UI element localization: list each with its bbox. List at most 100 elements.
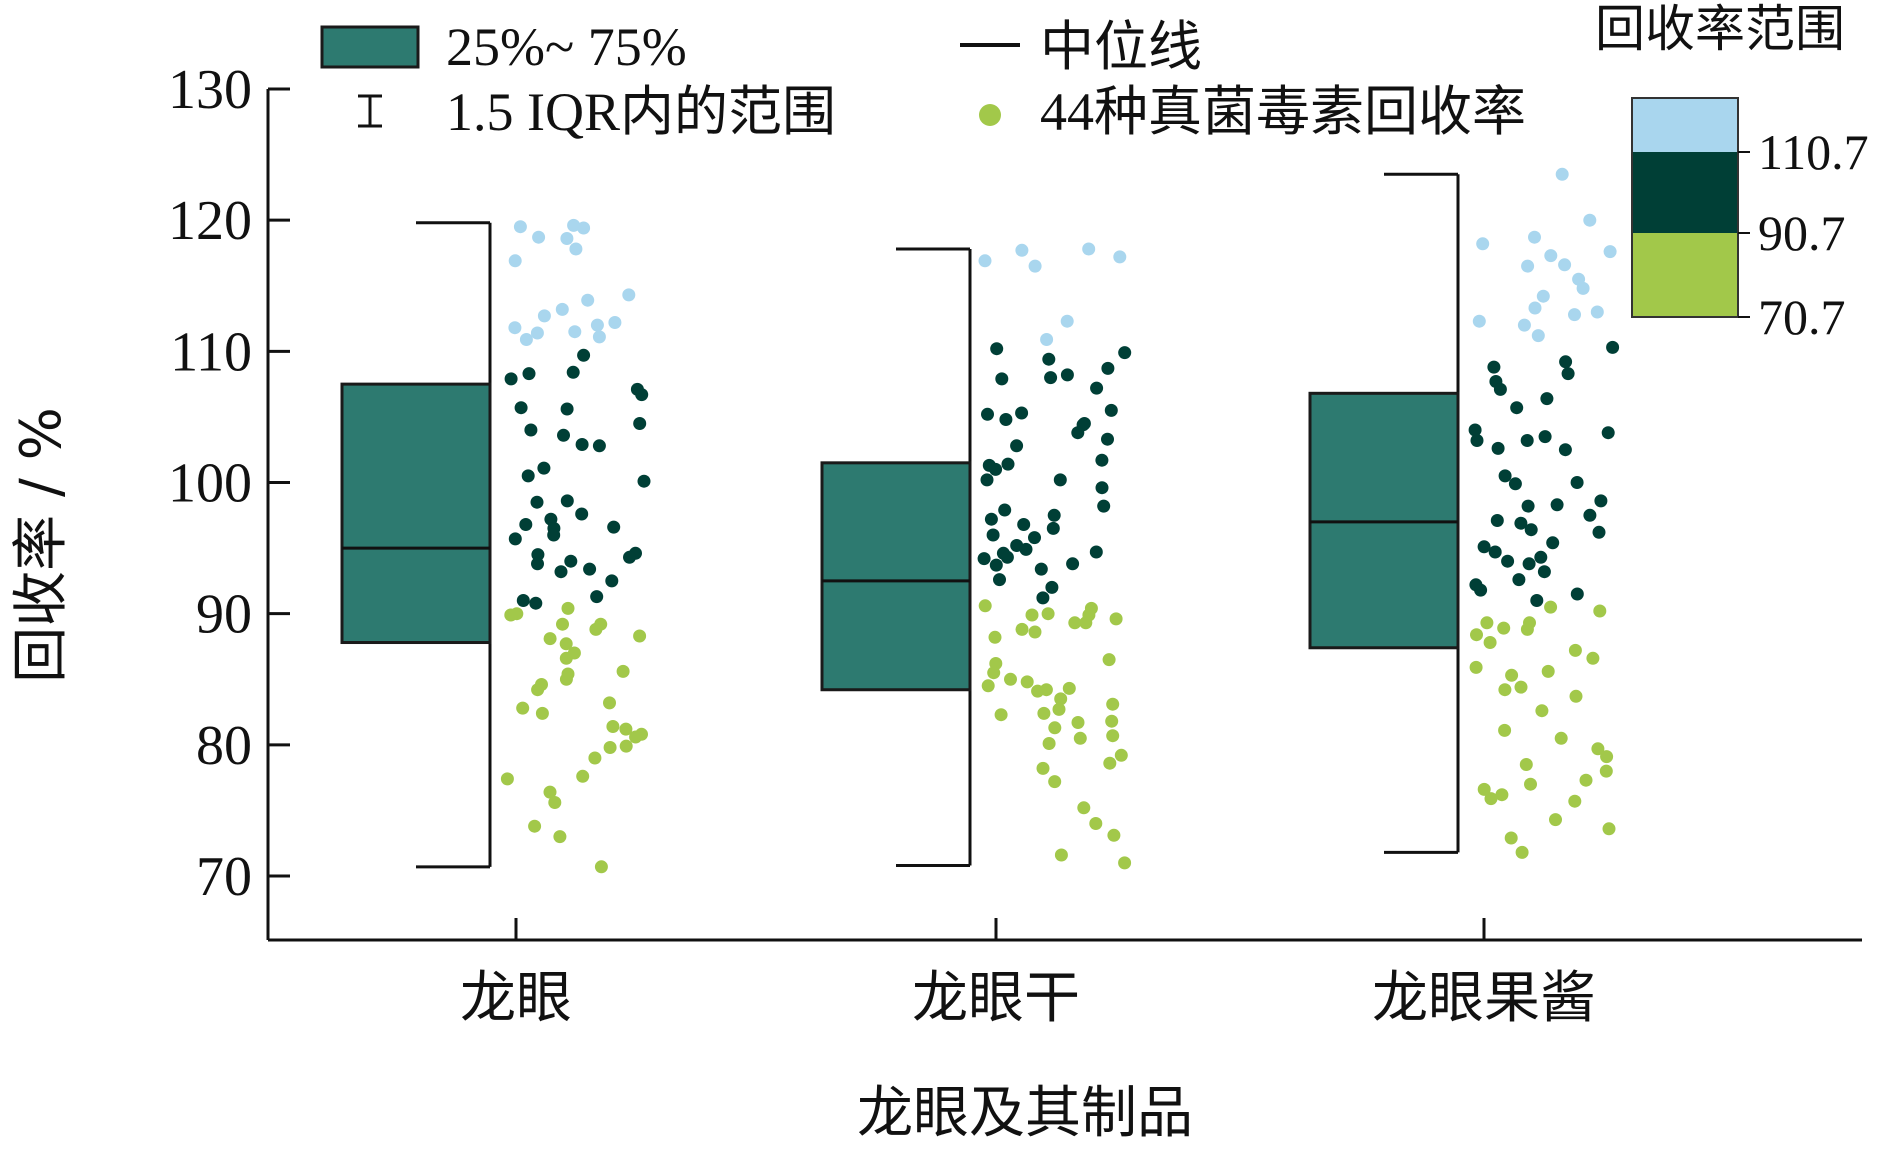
recovery-point	[1017, 518, 1031, 531]
recovery-point	[1579, 773, 1593, 787]
recovery-point	[990, 342, 1004, 356]
recovery-point	[1019, 542, 1033, 556]
recovery-point	[1470, 434, 1484, 447]
recovery-point	[1036, 591, 1050, 605]
recovery-point	[1592, 525, 1606, 539]
recovery-point	[1493, 382, 1507, 396]
recovery-point	[577, 348, 591, 362]
legend-points-label: 44种真菌毒素回收率	[1040, 82, 1526, 142]
recovery-point	[1568, 794, 1582, 808]
recovery-point	[559, 672, 573, 686]
recovery-point	[1602, 822, 1616, 836]
recovery-point	[988, 630, 1002, 644]
recovery-point	[592, 439, 606, 453]
recovery-point	[1114, 748, 1128, 762]
recovery-point	[1053, 473, 1067, 487]
recovery-point	[633, 417, 647, 430]
recovery-point	[1048, 775, 1062, 789]
recovery-point	[1102, 653, 1116, 667]
x-tick-label: 龙眼干	[912, 966, 1080, 1031]
recovery-point	[1104, 403, 1118, 417]
recovery-point	[568, 325, 582, 339]
recovery-point	[504, 608, 518, 622]
recovery-point	[987, 666, 1001, 680]
recovery-point	[537, 309, 551, 323]
legend-whisker-icon	[358, 94, 382, 128]
recovery-point	[1060, 368, 1074, 382]
recovery-point	[1118, 856, 1132, 870]
recovery-point	[564, 554, 578, 568]
x-axis-title: 龙眼及其制品	[857, 1081, 1193, 1146]
recovery-point	[1020, 675, 1034, 689]
recovery-point	[1041, 607, 1055, 621]
recovery-point	[993, 573, 1006, 587]
recovery-point	[1530, 594, 1544, 607]
recovery-point	[1522, 557, 1536, 571]
recovery-point	[978, 254, 992, 268]
recovery-point	[1000, 550, 1014, 564]
recovery-point	[560, 402, 574, 416]
recovery-point	[1103, 756, 1117, 770]
recovery-point	[516, 701, 530, 715]
recovery-point	[1549, 813, 1562, 827]
recovery-point	[1073, 731, 1087, 745]
recovery-point	[535, 706, 549, 720]
recovery-point	[989, 558, 1003, 572]
recovery-point	[1490, 514, 1504, 527]
recovery-point	[1028, 259, 1042, 273]
recovery-point	[606, 720, 620, 733]
recovery-point	[508, 321, 522, 335]
box-iqr	[340, 382, 492, 645]
recovery-point	[514, 401, 528, 415]
recovery-point	[1472, 314, 1486, 328]
recovery-point	[1561, 367, 1575, 381]
recovery-point	[1517, 318, 1531, 332]
recovery-point	[1544, 600, 1558, 614]
recovery-point	[1491, 441, 1505, 455]
recovery-point	[1498, 469, 1512, 483]
recovery-point	[1520, 622, 1534, 636]
recovery-point	[1071, 426, 1085, 440]
recovery-point	[1505, 668, 1519, 682]
recovery-point	[1054, 848, 1068, 862]
recovery-point	[633, 629, 647, 643]
recovery-point	[1535, 704, 1549, 718]
recovery-point	[566, 365, 580, 379]
colorbar-frame	[1631, 97, 1739, 318]
recovery-point	[977, 552, 991, 566]
recovery-point	[1048, 721, 1062, 735]
recovery-point	[567, 218, 581, 232]
recovery-point	[1537, 565, 1551, 579]
recovery-point	[1536, 289, 1550, 303]
recovery-point	[537, 461, 551, 475]
recovery-point	[1524, 777, 1537, 791]
recovery-point	[557, 428, 570, 442]
recovery-point	[1052, 702, 1066, 716]
recovery-point	[1558, 443, 1572, 457]
colorbar-segment	[1632, 98, 1738, 152]
recovery-point	[560, 232, 574, 245]
recovery-point	[622, 288, 636, 302]
recovery-point	[999, 413, 1013, 426]
y-tick-label: 90	[196, 584, 252, 646]
y-tick-label: 100	[168, 453, 252, 515]
recovery-point	[635, 388, 649, 402]
recovery-point	[1095, 453, 1109, 467]
recovery-point	[1504, 831, 1518, 845]
recovery-point	[1046, 521, 1060, 535]
recovery-point	[995, 372, 1009, 386]
recovery-point	[1528, 301, 1542, 315]
colorbar-label: 70.7	[1758, 289, 1846, 345]
recovery-point	[1600, 750, 1614, 764]
recovery-point	[1089, 545, 1103, 559]
recovery-point	[589, 622, 603, 636]
recovery-point	[1109, 612, 1123, 626]
recovery-point	[531, 683, 545, 697]
recovery-point	[543, 785, 557, 799]
recovery-point	[986, 528, 1000, 542]
recovery-point	[1066, 557, 1080, 571]
recovery-point	[529, 596, 543, 610]
recovery-point	[1524, 523, 1538, 537]
recovery-point	[554, 565, 568, 579]
colorbar-title: 回收率范围	[1595, 0, 1845, 58]
